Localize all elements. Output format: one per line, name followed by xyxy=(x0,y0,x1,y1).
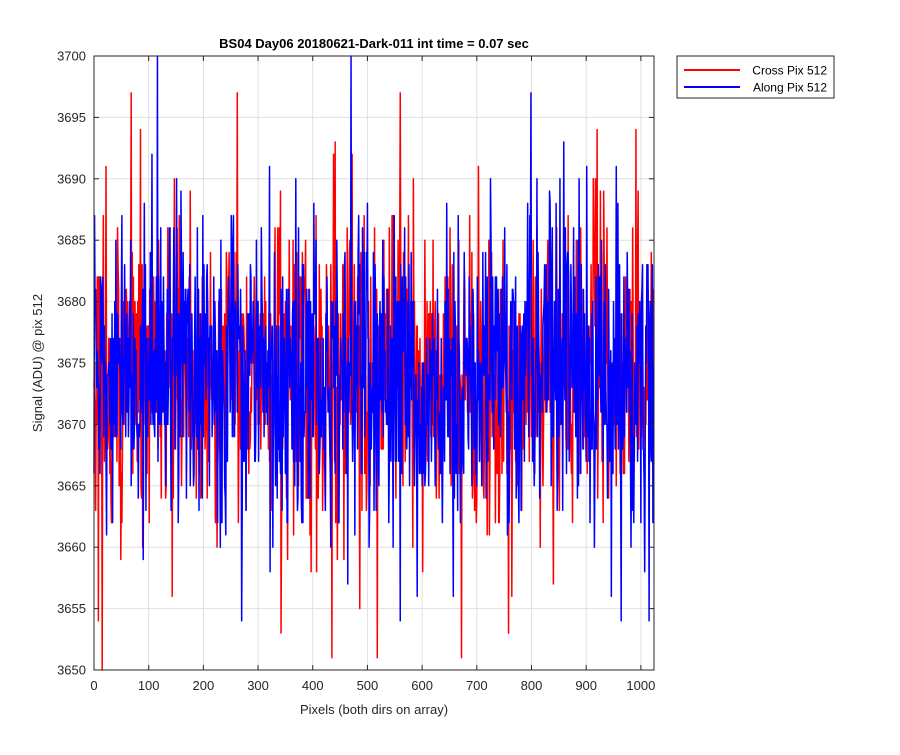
legend: Cross Pix 512 Along Pix 512 xyxy=(676,55,835,99)
legend-label: Cross Pix 512 xyxy=(752,64,827,78)
x-tick-label: 900 xyxy=(575,678,597,693)
y-axis-label: Signal (ADU) @ pix 512 xyxy=(30,294,45,432)
legend-label: Along Pix 512 xyxy=(753,81,827,95)
x-tick-label: 0 xyxy=(90,678,97,693)
y-tick-label: 3700 xyxy=(57,49,86,64)
x-tick-label: 600 xyxy=(411,678,433,693)
y-tick-label: 3690 xyxy=(57,171,86,186)
chart-title: BS04 Day06 20180621-Dark-011 int time = … xyxy=(219,36,529,51)
x-tick-label: 200 xyxy=(193,678,215,693)
y-tick-label: 3660 xyxy=(57,540,86,555)
y-tick-label: 3695 xyxy=(57,110,86,125)
x-tick-label: 300 xyxy=(247,678,269,693)
y-tick-label: 3650 xyxy=(57,663,86,678)
y-tick-label: 3665 xyxy=(57,478,86,493)
x-tick-label: 800 xyxy=(521,678,543,693)
x-tick-label: 500 xyxy=(357,678,379,693)
y-tick-label: 3675 xyxy=(57,356,86,371)
x-tick-label: 1000 xyxy=(626,678,655,693)
x-tick-label: 400 xyxy=(302,678,324,693)
x-axis-label: Pixels (both dirs on array) xyxy=(300,702,448,717)
y-axis: 3650 3655 3660 3665 3670 3675 3680 3685 3690 3695… xyxy=(57,49,654,678)
y-tick-label: 3655 xyxy=(57,601,86,616)
x-tick-label: 100 xyxy=(138,678,160,693)
x-axis: 0 100 200 300 400 500 600 700 800 900 1000 xyxy=(90,56,655,693)
y-tick-label: 3680 xyxy=(57,294,86,309)
x-tick-label: 700 xyxy=(466,678,488,693)
legend-box xyxy=(676,55,835,99)
y-tick-label: 3670 xyxy=(57,417,86,432)
series-line-along-pix-512 xyxy=(93,55,655,622)
y-tick-label: 3685 xyxy=(57,233,86,248)
series-layer xyxy=(93,55,655,671)
